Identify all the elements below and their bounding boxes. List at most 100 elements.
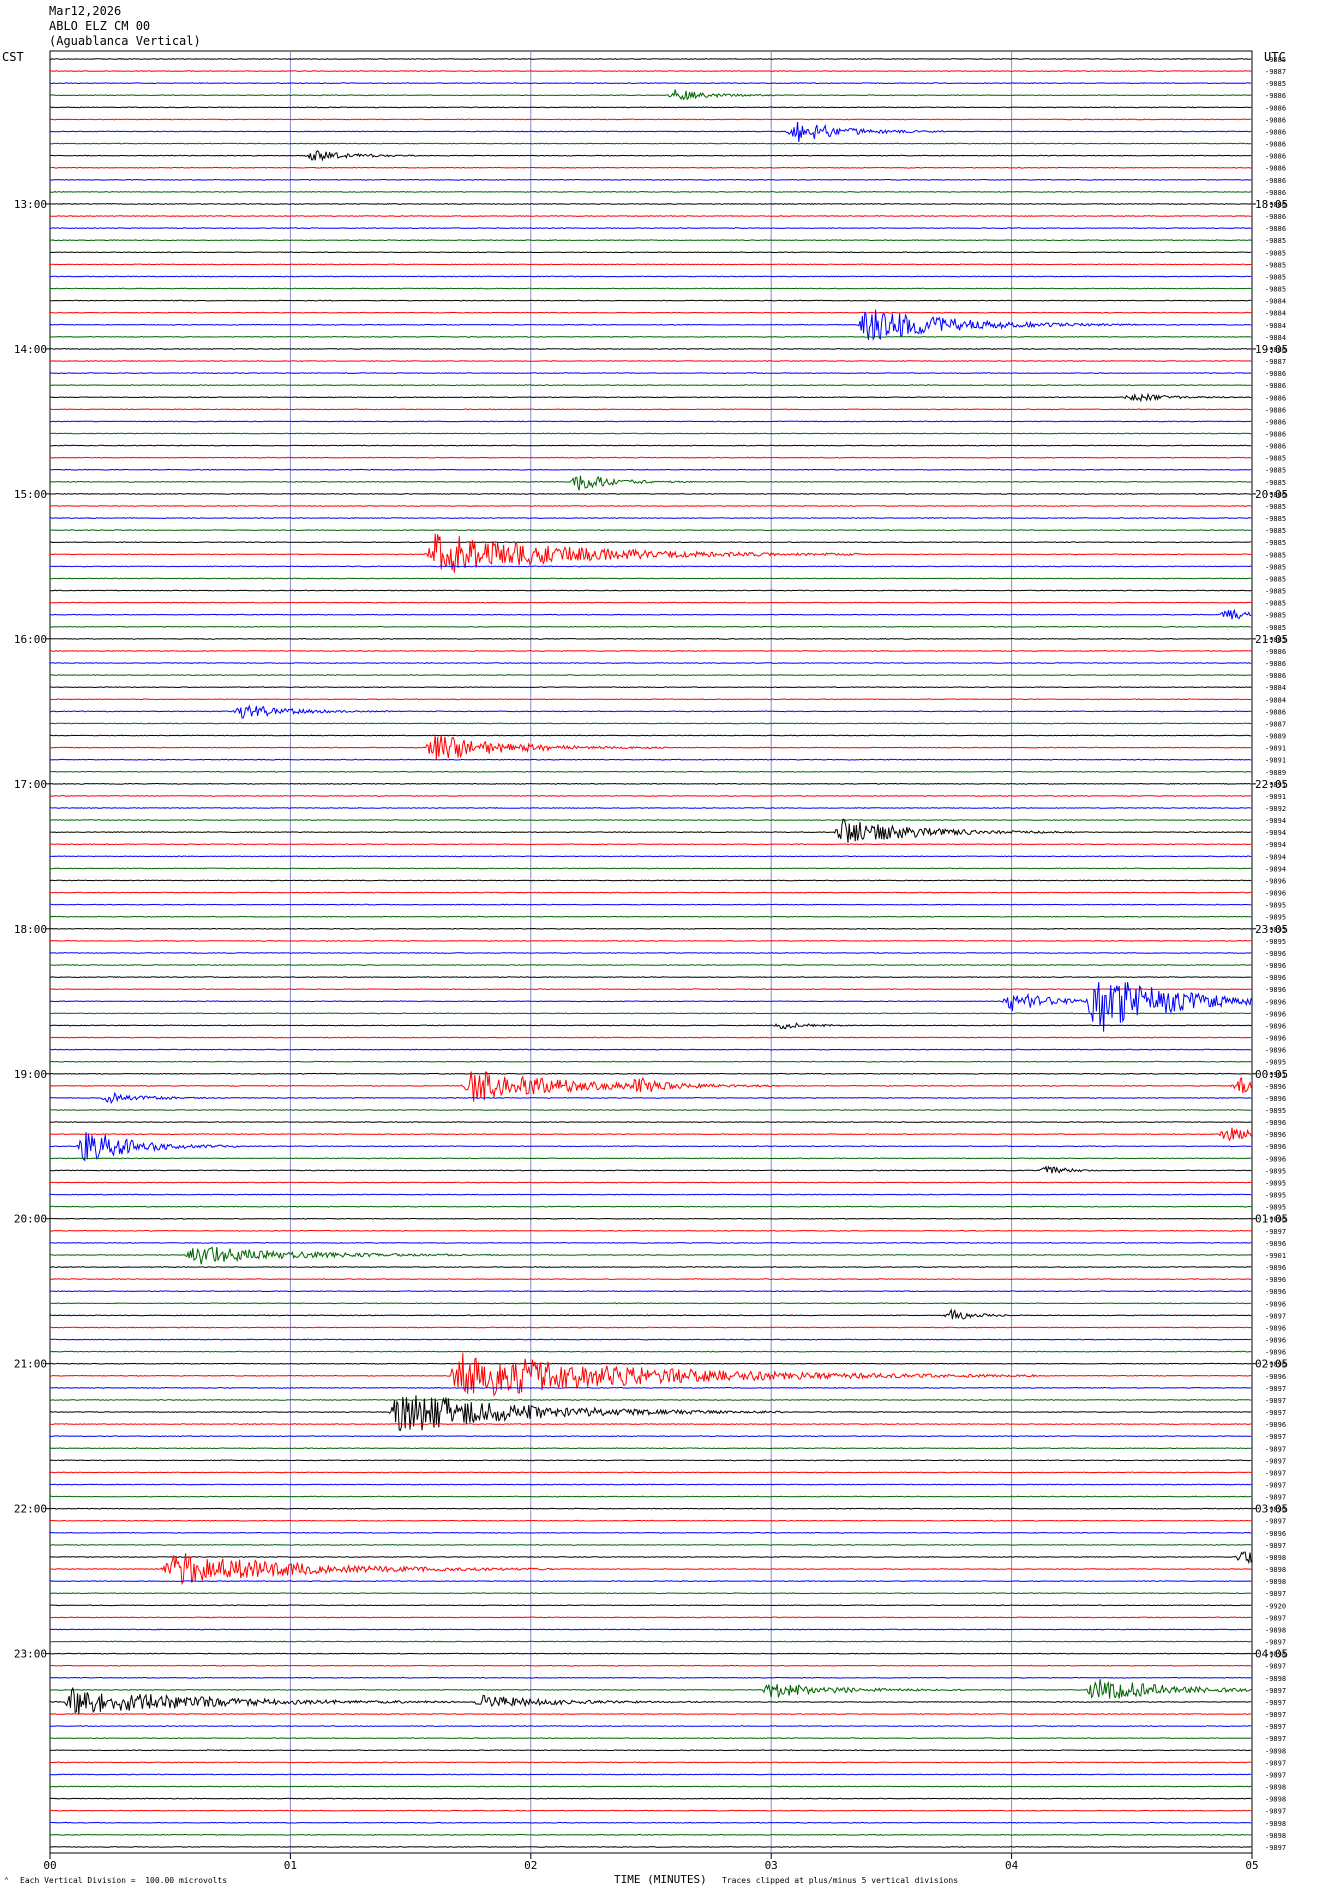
trace-line [50,444,1252,447]
line-offset-label: -9897 [1265,1494,1286,1502]
line-offset-label: -9894 [1265,817,1286,825]
trace-line [49,190,1252,193]
trace-line [49,1266,1252,1268]
trace-line [49,1797,1252,1800]
trace-line [50,903,1252,906]
trace-line [49,867,1252,870]
trace-line [49,372,1252,374]
line-offset-label: -9884 [1265,298,1286,306]
line-offset-label: -9886 [1265,165,1286,173]
trace-line [49,215,1252,217]
trace-line [49,1157,1252,1160]
x-tick-label: 03 [765,1859,778,1872]
line-offset-label: -9896 [1265,1131,1286,1139]
line-offset-label: -9886 [1265,92,1286,100]
line-offset-label: -9886 [1265,443,1286,451]
trace-line [49,70,1252,72]
line-offset-label: -9897 [1265,1808,1286,1816]
trace-line [49,952,1252,954]
trace-line [49,1109,1252,1111]
trace-line [49,1749,1252,1752]
trace-line [49,1290,1252,1293]
line-offset-label: -9892 [1265,805,1286,813]
trace-line [50,1737,1252,1740]
line-offset-label: -9885 [1265,612,1286,620]
trace-line [49,722,1252,725]
x-tick-label: 04 [1005,1859,1019,1872]
trace-line [49,686,1252,689]
trace-line [49,1386,1252,1389]
x-tick-label: 00 [43,1859,56,1872]
trace-line [49,1507,1252,1510]
trace-line [49,1459,1252,1462]
line-offset-label: -9895 [1265,938,1286,946]
line-offset-label: -9895 [1265,1167,1286,1175]
line-offset-label: -9885 [1265,636,1286,644]
right-time-label: 00:05 [1255,1068,1288,1081]
plot-frame [49,50,1253,1854]
trace-line [49,1246,1252,1265]
trace-line [49,1846,1252,1848]
line-offset-label: -9885 [1265,551,1286,559]
trace-line [49,408,1252,411]
line-offset-label: -9897 [1265,1518,1286,1526]
line-offset-label: -9885 [1265,624,1286,632]
trace-line [50,1809,1252,1812]
trace-line [49,795,1252,797]
trace-line [49,1399,1252,1401]
line-offset-label: -9896 [1265,1022,1286,1030]
line-offset-label: -9896 [1265,1373,1286,1381]
scale-note: Each Vertical Division = 100.00 microvol… [20,1876,228,1885]
line-offset-label: -9884 [1265,696,1286,704]
trace-line [49,348,1252,350]
trace-line [49,1127,1252,1142]
line-offset-label: -9887 [1265,720,1286,728]
trace-line [49,1352,1252,1397]
line-offset-label: -9897 [1265,1409,1286,1417]
trace-line [49,1229,1252,1232]
line-offset-label: -9896 [1265,1143,1286,1151]
trace-line [49,239,1252,242]
x-tick-label: 01 [284,1859,297,1872]
right-time-label: 02:05 [1255,1358,1288,1371]
line-offset-label: -9885 [1265,286,1286,294]
trace-line [49,819,1252,821]
trace-line [49,927,1252,930]
trace-line [49,1423,1252,1426]
trace-line [49,1036,1252,1039]
trace-line [49,1761,1252,1764]
trace-line [49,1713,1252,1715]
trace-line [49,505,1252,507]
line-offset-label: -9891 [1265,757,1286,765]
line-offset-label: -9896 [1265,998,1286,1006]
trace-line [49,456,1252,459]
trace-line [49,601,1252,604]
line-offset-label: -9897 [1265,1759,1286,1767]
line-offset-label: -9897 [1265,1687,1286,1695]
line-offset-label: -9897 [1265,1397,1286,1405]
line-offset-label: -9896 [1265,1506,1286,1514]
right-time-label: 18:05 [1255,198,1288,211]
trace-line [49,1785,1252,1788]
trace-line [49,1640,1252,1643]
line-offset-label: -9897 [1265,1614,1286,1622]
line-offset-label: -9896 [1265,1083,1286,1091]
left-time-label: 21:00 [14,1358,47,1371]
right-time-label: 04:05 [1255,1648,1288,1661]
trace-line [49,311,1252,314]
line-offset-label: -9884 [1265,322,1286,330]
trace-line [49,1544,1252,1546]
line-offset-label: -9885 [1265,80,1286,88]
trace-line [49,807,1252,809]
line-offset-label: -9886 [1265,225,1286,233]
trace-line [49,541,1252,544]
line-offset-label: -9896 [1265,974,1286,982]
line-offset-label: -9896 [1265,1288,1286,1296]
line-offset-label: -9885 [1265,56,1286,64]
trace-line [49,1483,1252,1486]
line-offset-label: -9897 [1265,1699,1286,1707]
trace-line [50,939,1252,942]
trace-line [49,58,1252,60]
trace-line [49,1679,1252,1699]
line-offset-label: -9896 [1265,1035,1286,1043]
